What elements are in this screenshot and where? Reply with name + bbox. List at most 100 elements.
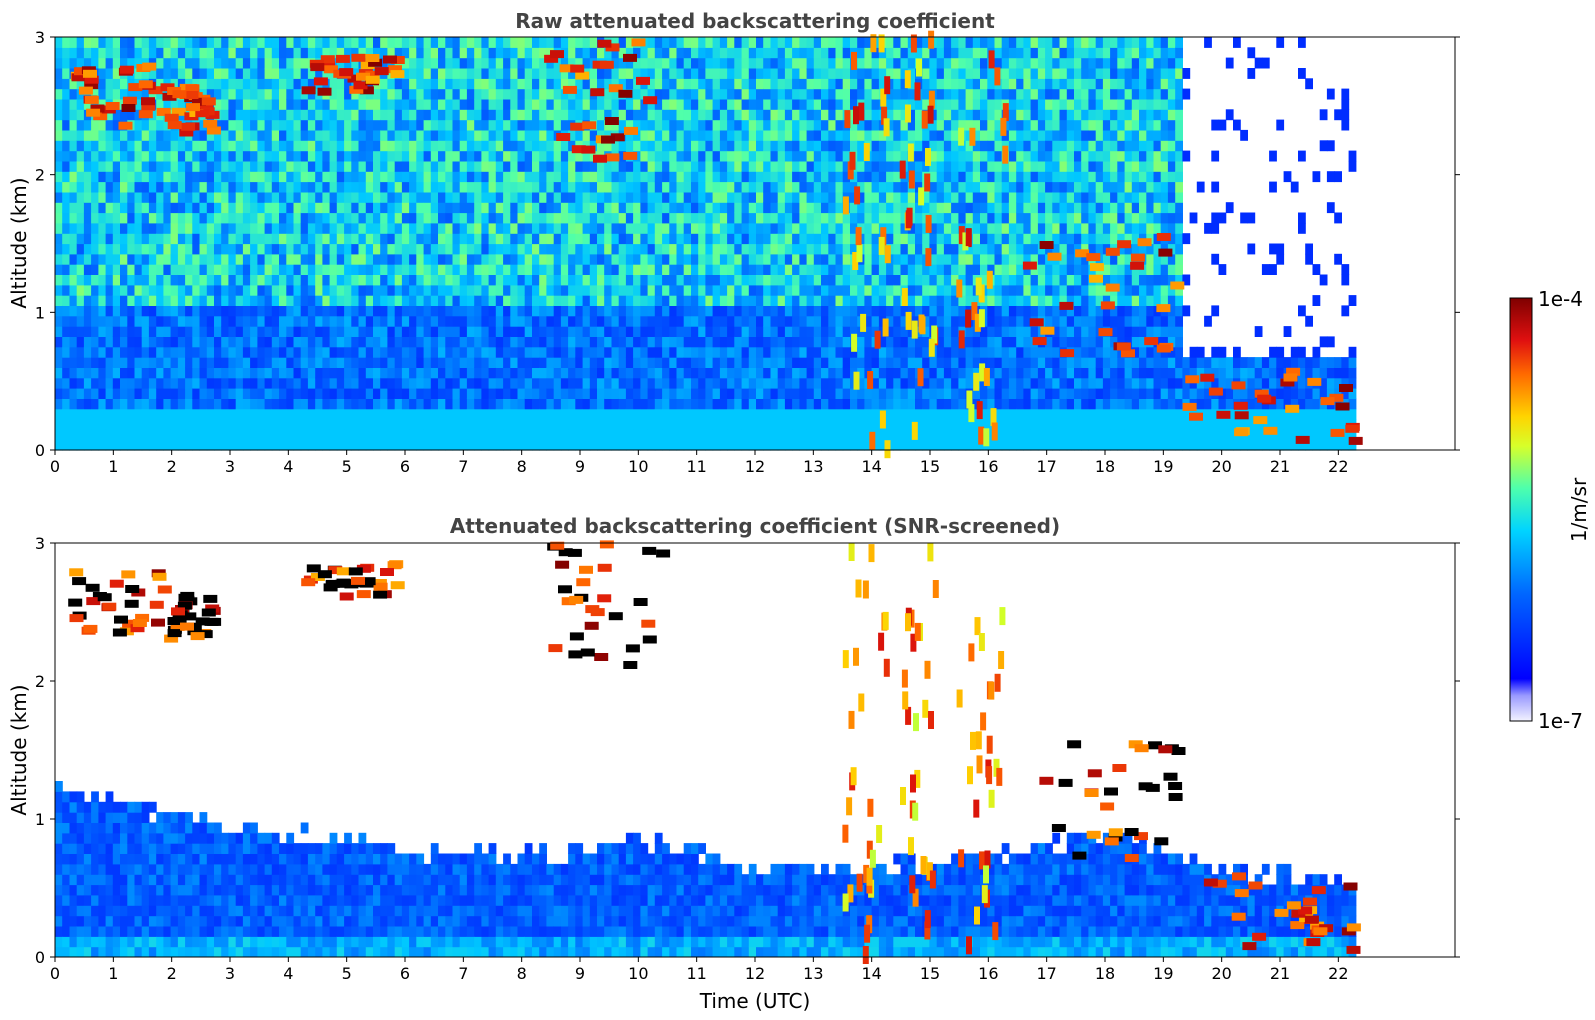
heatmap-cell (394, 222, 403, 234)
heatmap-cell (148, 264, 157, 275)
heatmap-cell (691, 88, 699, 100)
heatmap-cell (669, 160, 678, 172)
heatmap-cell (438, 253, 446, 265)
heatmap-cell (380, 171, 388, 183)
heatmap-cell (813, 150, 822, 162)
heatmap-cell (98, 284, 107, 296)
heatmap-cell (640, 377, 649, 389)
heatmap-cell (394, 274, 403, 286)
heatmap-cell (777, 398, 786, 410)
heatmap-cell (698, 181, 706, 193)
heatmap-cell (936, 284, 945, 296)
heatmap-cell (546, 129, 555, 141)
heatmap-cell (329, 47, 338, 59)
heatmap-cell (91, 37, 99, 48)
heatmap-cell (336, 377, 345, 389)
heatmap-cell (777, 202, 786, 214)
heatmap-cell (698, 274, 706, 286)
heatmap-cell (69, 336, 78, 348)
heatmap-cell (336, 315, 345, 327)
heatmap-cell (257, 326, 266, 337)
heatmap-cell (416, 305, 425, 317)
heatmap-cell (286, 305, 295, 317)
heatmap-cell (228, 264, 237, 275)
heatmap-cell (495, 222, 504, 234)
heatmap-cell (170, 233, 179, 245)
heatmap-cell (394, 181, 403, 193)
heatmap-cell (835, 88, 844, 100)
heatmap-cell (712, 171, 721, 183)
heatmap-cell (922, 57, 930, 69)
heatmap-cell (105, 367, 114, 379)
heatmap-cell (828, 357, 837, 368)
heatmap-cell (148, 222, 157, 234)
heatmap-cell (250, 253, 258, 265)
heatmap-cell (242, 109, 251, 121)
heatmap-cell (98, 388, 107, 399)
heatmap-cell (806, 419, 815, 430)
heatmap-cell (683, 243, 692, 255)
heatmap-cell (344, 119, 352, 131)
heatmap-cell (120, 243, 128, 255)
heatmap-cell (691, 274, 699, 286)
heatmap-cell (329, 346, 338, 358)
heatmap-cell (727, 233, 735, 245)
heatmap-cell (575, 429, 584, 441)
heatmap-cell (828, 68, 837, 79)
heatmap-cell (669, 346, 678, 358)
heatmap-cell (250, 119, 258, 131)
heatmap-cell (568, 429, 576, 441)
heatmap-cell (286, 243, 295, 255)
heatmap-cell (777, 109, 786, 121)
heatmap-cell (727, 274, 735, 286)
heatmap-cell (445, 408, 454, 420)
heatmap-cell (394, 129, 403, 141)
heatmap-cell (517, 109, 526, 121)
heatmap-cell (91, 88, 99, 100)
heatmap-cell (177, 274, 186, 286)
heatmap-cell (907, 98, 916, 110)
heatmap-cell (763, 439, 771, 451)
heatmap-cell (871, 98, 880, 110)
heatmap-cell (257, 37, 266, 48)
heatmap-cell (98, 408, 107, 420)
heatmap-cell (206, 160, 215, 172)
heatmap-cell (351, 119, 360, 131)
heatmap-cell (365, 377, 374, 389)
heatmap-cell (734, 264, 743, 275)
heatmap-cell (683, 367, 692, 379)
heatmap-cell (177, 47, 186, 59)
heatmap-cell (387, 346, 396, 358)
heatmap-cell (286, 274, 295, 286)
heatmap-cell (409, 305, 417, 317)
heatmap-cell (503, 243, 511, 255)
heatmap-cell (91, 140, 99, 152)
heatmap-cell (705, 140, 714, 152)
heatmap-cell (214, 398, 222, 410)
heatmap-cell (257, 264, 266, 275)
heatmap-cell (199, 37, 208, 48)
heatmap-cell (495, 419, 504, 430)
heatmap-cell (799, 78, 808, 90)
heatmap-cell (654, 429, 663, 441)
heatmap-cell (495, 129, 504, 141)
heatmap-cell (719, 181, 728, 193)
heatmap-cell (734, 233, 743, 245)
heatmap-cell (633, 284, 641, 296)
heatmap-cell (553, 367, 562, 379)
heatmap-cell (112, 274, 121, 286)
heatmap-cell (878, 295, 887, 306)
heatmap-cell (828, 388, 837, 399)
heatmap-cell (850, 88, 858, 100)
heatmap-cell (503, 98, 511, 110)
heatmap-cell (206, 398, 215, 410)
heatmap-cell (813, 129, 822, 141)
heatmap-cell (915, 243, 923, 255)
heatmap-cell (936, 315, 945, 327)
heatmap-cell (951, 336, 959, 348)
heatmap-cell (416, 109, 425, 121)
heatmap-cell (300, 171, 309, 183)
heatmap-cell (575, 233, 584, 245)
heatmap-cell (510, 377, 519, 389)
heatmap-cell (662, 68, 670, 79)
